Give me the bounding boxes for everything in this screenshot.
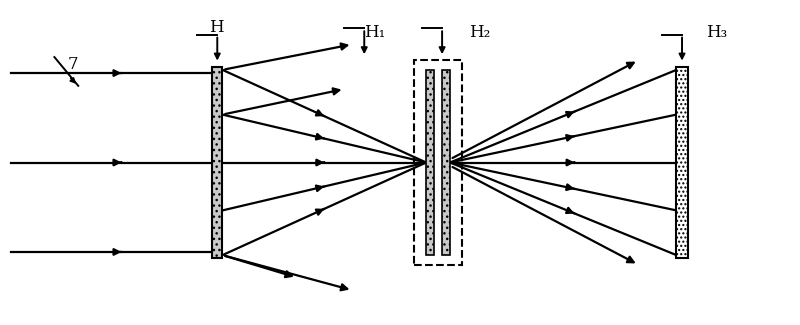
- Text: H₃: H₃: [706, 24, 727, 41]
- Bar: [414, 60, 462, 265]
- Text: 7: 7: [67, 56, 78, 73]
- Text: H: H: [210, 19, 224, 36]
- Text: H₁: H₁: [364, 24, 386, 41]
- Bar: [426, 70, 434, 255]
- Text: H₂: H₂: [469, 24, 490, 41]
- Bar: [442, 70, 450, 255]
- Bar: [677, 67, 687, 258]
- Bar: [212, 67, 222, 258]
